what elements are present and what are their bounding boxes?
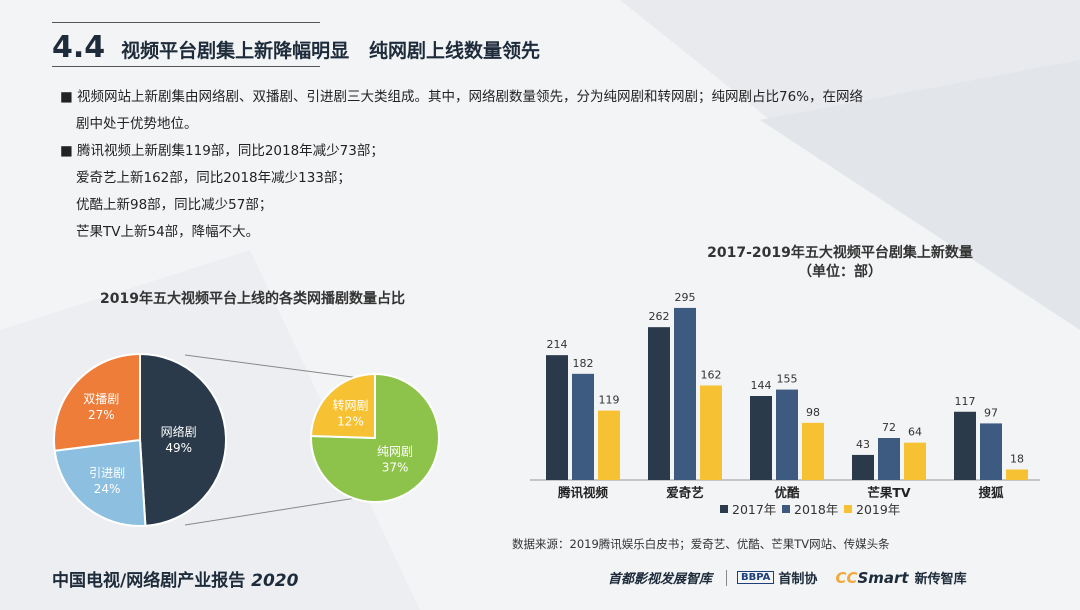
pie-slice (53, 352, 141, 452)
x-tick-label: 爱奇艺 (666, 485, 704, 500)
report-year: 2020 (251, 571, 299, 591)
x-tick-label: 搜狐 (978, 485, 1004, 500)
pie-slice-label: 转网剧 (333, 398, 369, 413)
para2-line1: ■ 腾讯视频上新剧集119部，同比2018年减少73部； (60, 143, 384, 159)
pie-slice-label: 引进剧 (89, 466, 125, 480)
para2-line2: 爱奇艺上新162部，同比2018年减少133部； (76, 170, 351, 186)
page-title: 4.4 视频平台剧集上新降幅明显 纯网剧上线数量领先 (52, 30, 540, 65)
bar-value-label: 182 (573, 357, 594, 370)
bar-value-label: 64 (908, 426, 922, 439)
logo-xinchuan-think-tank: 新传智库 (914, 572, 967, 587)
pie-slice-value: 24% (94, 482, 121, 496)
bar-value-label: 144 (751, 379, 772, 392)
pie-slice-value: 37% (382, 461, 409, 475)
pie-connector-bottom (184, 494, 376, 526)
data-source: 数据来源：2019腾讯娱乐白皮书；爱奇艺、优酷、芒果TV网站、传媒头条 (512, 537, 890, 551)
legend-swatch (720, 505, 728, 513)
x-tick-label: 优酷 (774, 485, 800, 500)
bar (700, 385, 722, 480)
pie-slice (310, 372, 376, 440)
bar-value-label: 117 (955, 395, 976, 408)
legend-label: 2019年 (856, 502, 900, 517)
bar (878, 438, 900, 480)
bar-value-label: 43 (856, 438, 870, 451)
bar-value-label: 155 (777, 373, 798, 386)
bar (572, 373, 594, 480)
pie-slice-value: 12% (337, 415, 364, 429)
legend-swatch (844, 505, 852, 513)
legend-label: 2018年 (794, 502, 838, 517)
bar-chart-title: 2017-2019年五大视频平台剧集上新数量 （单位：部） (680, 244, 1000, 282)
footer-report-title: 中国电视/网络剧产业报告 2020 (52, 566, 298, 591)
section-number: 4.4 (52, 30, 106, 65)
pie-charts: 网络剧 49% 引进剧 24% 双播剧 27% 纯网剧 37% 转网剧 12% (53, 352, 440, 527)
pie-slice (53, 438, 147, 527)
bar (904, 442, 926, 480)
bar-value-label: 97 (984, 406, 998, 419)
bar (598, 410, 620, 480)
x-tick-label: 芒果TV (867, 485, 911, 500)
header-top-rule (52, 22, 320, 23)
pie-slice-label: 双播剧 (83, 392, 119, 406)
pie-slice (139, 352, 227, 527)
logo-cc-mark: CC (835, 568, 858, 587)
bar-value-label: 72 (882, 421, 896, 434)
bar (980, 423, 1002, 480)
bar-value-label: 98 (806, 406, 820, 419)
para1-line1: ■ 视频网站上新剧集由网络剧、双播剧、引进剧三大类组成。其中，网络剧数量领先，分… (60, 89, 864, 105)
body-text: ■ 视频网站上新剧集由网络剧、双播剧、引进剧三大类组成。其中，网络剧数量领先，分… (60, 84, 1020, 246)
pie-connector-top (184, 354, 376, 381)
pie-slice-value: 49% (165, 441, 192, 455)
bar-value-label: 214 (547, 338, 568, 351)
bar (674, 307, 696, 480)
header-underline (52, 66, 320, 67)
x-tick-label: 腾讯视频 (557, 485, 609, 500)
pie-slice-label: 网络剧 (161, 424, 197, 439)
para2-line4: 芒果TV上新54部，降幅不大。 (76, 224, 260, 240)
section-title: 视频平台剧集上新降幅明显 纯网剧上线数量领先 (121, 40, 541, 62)
bar-value-label: 162 (701, 369, 722, 382)
logo-smart-mark: Smart (857, 568, 909, 587)
bar (852, 454, 874, 480)
bar (776, 389, 798, 480)
bar (802, 422, 824, 480)
bar (546, 355, 568, 480)
bbpa-badge: BBPA (737, 571, 775, 584)
legend-label: 2017年 (732, 502, 776, 517)
para1-line2: 剧中处于优势地位。 (76, 116, 198, 132)
pie-slice-label: 纯网剧 (377, 445, 413, 459)
bar-value-label: 262 (649, 310, 670, 323)
logo-separator (726, 569, 728, 586)
bar-chart-title-line1: 2017-2019年五大视频平台剧集上新数量 (707, 245, 973, 261)
bar (648, 327, 670, 480)
bar-chart-subtitle: （单位：部） (798, 264, 882, 280)
logo-capital-film-think-tank: 首都影视发展智库 (608, 572, 713, 587)
bar-chart: 214 182 119 腾讯视频 262 295 162 爱奇艺 144 155 98 优酷 43 72 6… (530, 291, 1040, 517)
bar (750, 396, 772, 480)
footer-logos: 首都影视发展智库 BBPA 首制协 CC Smart 新传智库 (608, 568, 967, 588)
bar-value-label: 119 (599, 394, 620, 407)
bar (1006, 469, 1028, 480)
logo-bbpa: 首制协 (778, 572, 818, 587)
pie-chart-title: 2019年五大视频平台上线的各类网播剧数量占比 (100, 291, 405, 307)
report-title-text: 中国电视/网络剧产业报告 (52, 571, 246, 591)
para2-line3: 优酷上新98部，同比减少57部； (76, 197, 273, 213)
bar (954, 411, 976, 480)
bar-value-label: 295 (675, 291, 696, 304)
bar-value-label: 18 (1010, 453, 1024, 466)
pie-slice-value: 27% (88, 408, 115, 422)
legend-swatch (782, 505, 790, 513)
